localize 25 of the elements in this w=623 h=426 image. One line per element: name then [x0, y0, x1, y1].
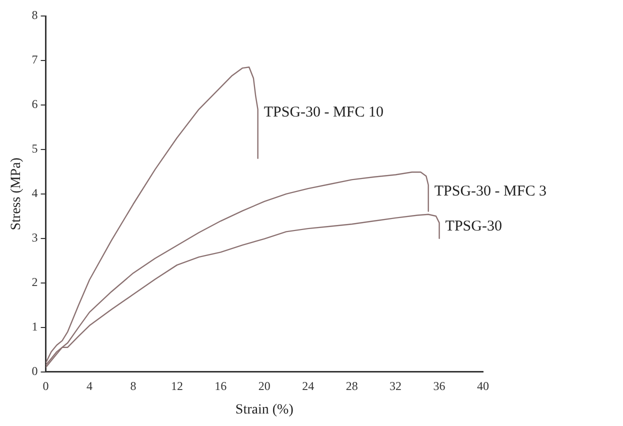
x-tick-label: 24: [302, 379, 314, 394]
y-tick-label: 0: [32, 364, 38, 378]
x-tick-label: 20: [258, 379, 270, 394]
x-tick-label: 40: [477, 379, 489, 394]
y-tick-label: 2: [32, 275, 38, 290]
x-tick-label: 16: [214, 379, 227, 394]
y-tick-label: 8: [32, 8, 38, 22]
x-tick-label: 8: [130, 379, 136, 394]
x-axis-title: Strain (%): [235, 402, 294, 418]
series-label: TPSG-30: [445, 218, 502, 234]
x-tick-label: 12: [170, 379, 183, 394]
y-axis-title: Stress (MPa): [9, 157, 24, 230]
x-tick-label: 36: [433, 379, 446, 394]
y-tick-label: 6: [32, 97, 38, 112]
series-label: TPSG-30 - MFC 10: [264, 104, 384, 121]
y-tick-label: 4: [32, 186, 38, 200]
series-label: TPSG-30 - MFC 3: [434, 184, 546, 200]
x-tick-label: 32: [390, 379, 402, 394]
x-tick-label: 0: [42, 379, 49, 394]
x-tick-label: 28: [346, 379, 358, 394]
y-tick-label: 5: [32, 142, 38, 156]
y-tick-label: 3: [32, 230, 38, 245]
x-tick-label: 4: [86, 379, 93, 394]
y-tick-label: 7: [32, 52, 38, 67]
y-tick-label: 1: [32, 319, 38, 334]
